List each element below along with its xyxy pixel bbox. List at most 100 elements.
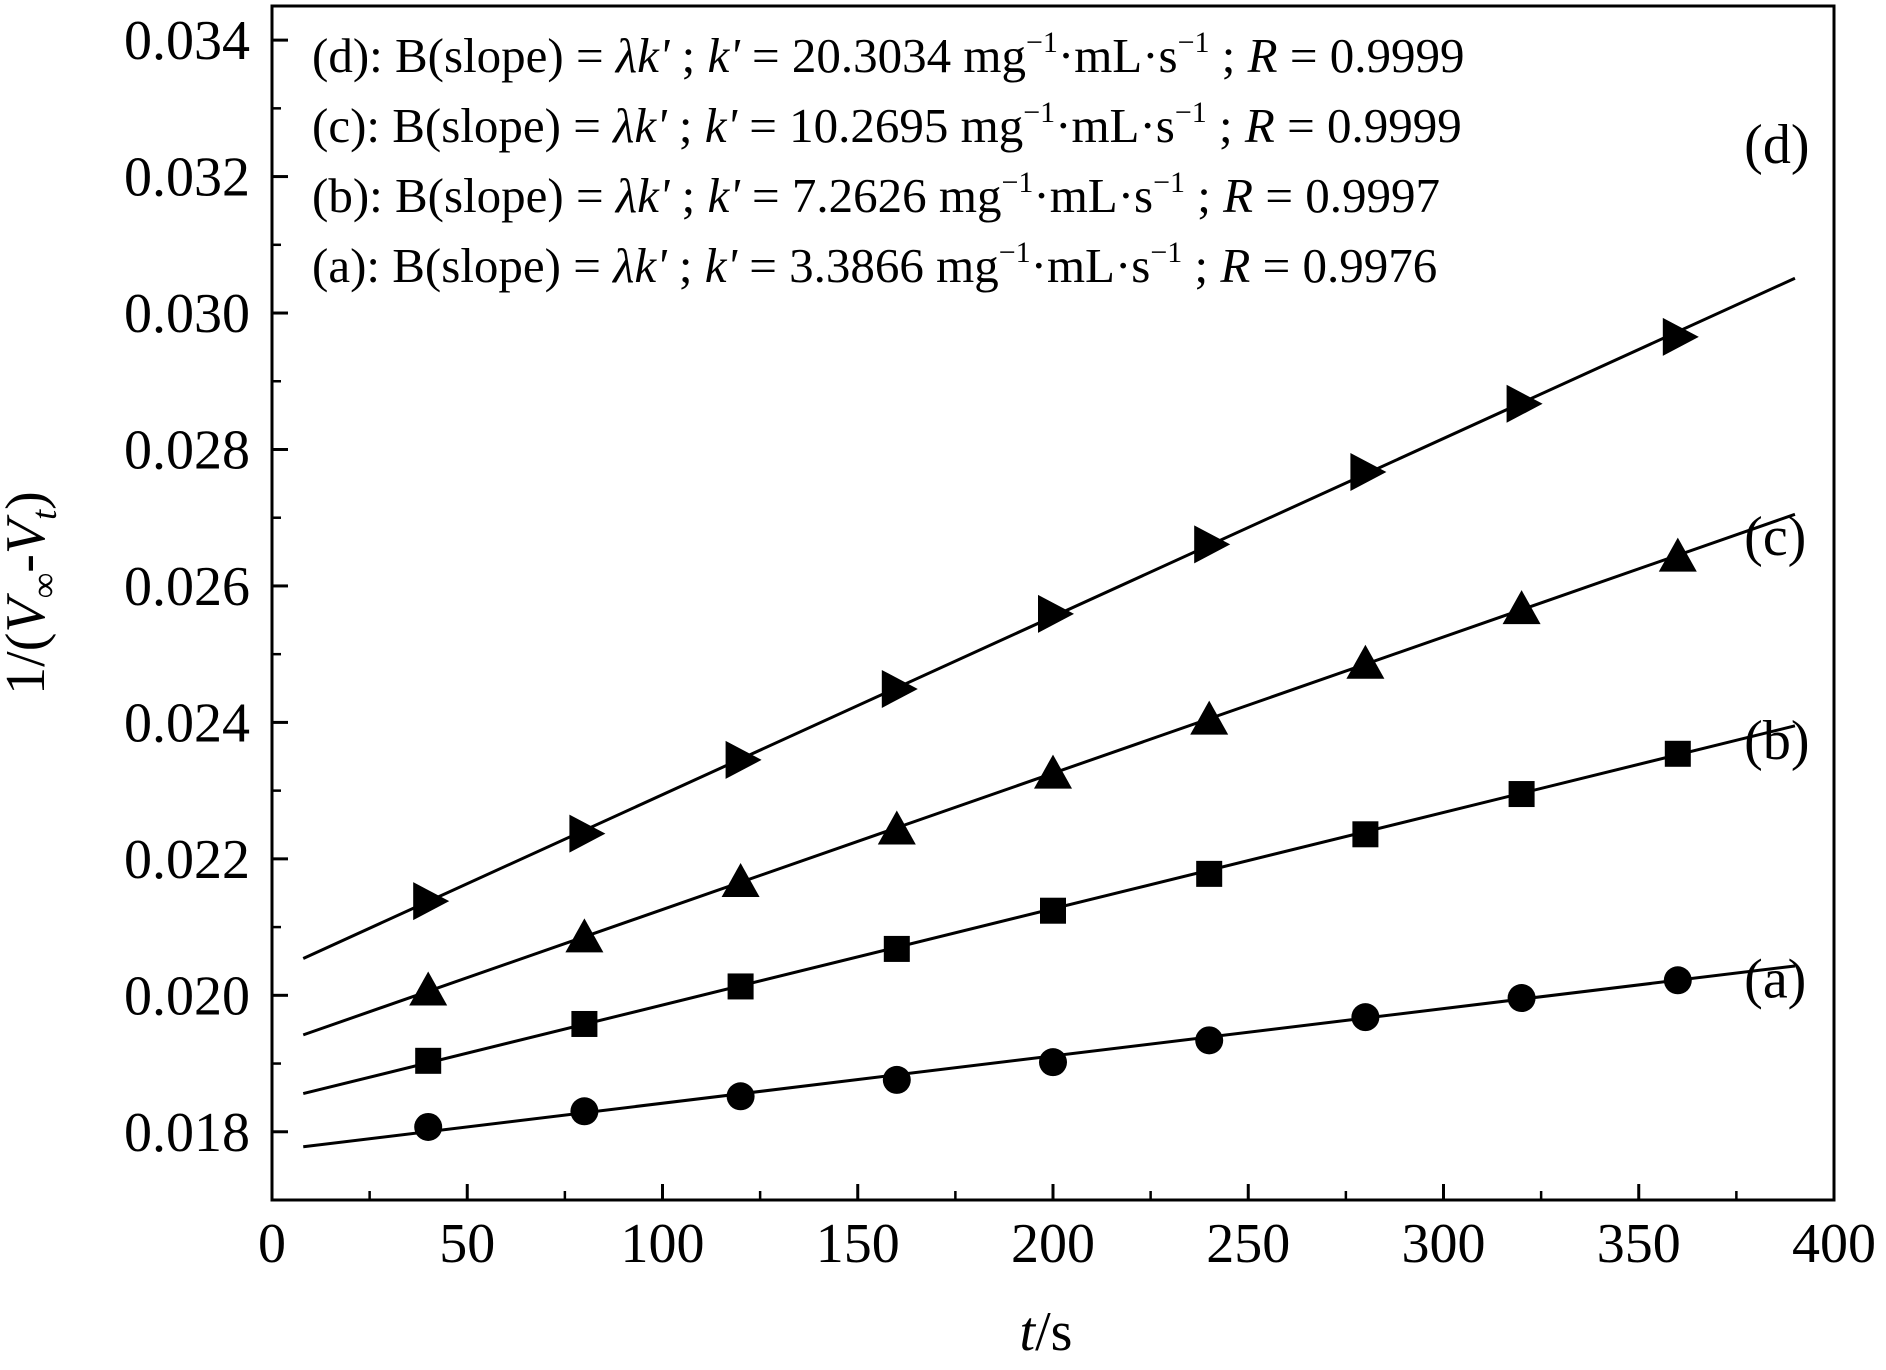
series-labels: (a) (b) (c) (d): [1744, 114, 1809, 1010]
fit-annotation-k: k': [707, 168, 741, 223]
data-point-series-2: [1658, 537, 1697, 572]
fit-annotation: (b): B(slope) = λk' ; k' = 7.2626 mg−1·m…: [312, 166, 1440, 223]
fit-annotation-label: (c): B(slope) =: [312, 98, 613, 153]
data-point-series-1: [571, 1010, 598, 1037]
data-point-series-1: [727, 973, 754, 1000]
fit-annotation-r: R: [1244, 98, 1275, 153]
x-axis-title-var: t: [1020, 1301, 1037, 1363]
fit-annotation-sup2: −1: [1178, 26, 1210, 59]
x-tick-label: 200: [1011, 1213, 1095, 1275]
series-label: (d): [1744, 114, 1809, 176]
fit-annotation-sup1: −1: [999, 236, 1031, 269]
data-point-series-2: [877, 810, 916, 845]
data-point-series-1: [1664, 740, 1691, 767]
fit-annotation-sup2: −1: [1175, 96, 1207, 129]
data-point-series-1: [1040, 897, 1066, 924]
y-axis-title-v1: V: [0, 593, 57, 633]
fit-annotation-kpre: ;: [682, 168, 708, 223]
data-point-series-1: [415, 1047, 442, 1074]
data-point-series-0: [1195, 1026, 1224, 1055]
fit-annotation-sup1: −1: [1001, 166, 1033, 199]
data-point-series-2: [721, 863, 760, 898]
y-axis-title-sub2: t: [24, 509, 64, 520]
y-axis-title-suffix: ): [0, 491, 57, 510]
data-point-series-2: [1502, 590, 1541, 625]
data-point-series-0: [882, 1065, 911, 1094]
data-point-series-2: [1034, 754, 1072, 789]
series-label: (c): [1744, 506, 1806, 568]
fit-annotation-mid: ·mL·s: [1058, 28, 1178, 83]
fit-annotation-mid: ·mL·s: [1055, 98, 1175, 153]
y-axis-title-prefix: 1/(: [0, 633, 57, 695]
x-tick-label: 0: [258, 1213, 286, 1275]
fit-annotation-rval: = 0.9999: [1278, 28, 1465, 83]
fit-annotation-rval: = 0.9976: [1250, 238, 1437, 293]
fit-annotation-sup2: −1: [1153, 166, 1185, 199]
fit-annotation-r: R: [1247, 28, 1278, 83]
fit-annotation-k: k': [705, 238, 739, 293]
fit-annotation-label: (a): B(slope) =: [312, 238, 613, 293]
fit-annotation: (a): B(slope) = λk' ; k' = 3.3866 mg−1·m…: [312, 236, 1437, 293]
fit-lines: [302, 276, 1796, 1149]
fit-annotation-r: R: [1222, 168, 1253, 223]
fit-annotation-kval: = 20.3034 mg: [740, 28, 1026, 83]
data-point-series-3: [725, 740, 762, 779]
fit-annotations: (d): B(slope) = λk' ; k' = 20.3034 mg−1·…: [312, 26, 1465, 293]
x-tick-label: 100: [621, 1213, 705, 1275]
y-tick-label: 0.028: [124, 419, 250, 481]
fit-annotation-sup2: −1: [1150, 236, 1182, 269]
x-axis-title: t/s: [1020, 1301, 1073, 1363]
data-point-series-2: [1190, 700, 1229, 735]
data-point-series-1: [883, 935, 910, 962]
y-tick-label: 0.030: [124, 283, 250, 345]
fit-annotation-kpre: ;: [679, 238, 705, 293]
data-point-series-1: [1352, 821, 1379, 848]
fit-annotation: (c): B(slope) = λk' ; k' = 10.2695 mg−1·…: [312, 96, 1462, 153]
fit-annotation-sup1: −1: [1026, 26, 1058, 59]
y-tick-label: 0.018: [124, 1102, 250, 1164]
data-point-series-0: [1039, 1048, 1067, 1077]
data-point-series-3: [1194, 525, 1231, 564]
y-tick-label: 0.026: [124, 556, 250, 618]
y-tick-label: 0.034: [124, 10, 250, 72]
fit-annotation-rpre: ;: [1182, 238, 1220, 293]
data-point-series-2: [1346, 644, 1385, 679]
fit-annotation-kval: = 3.3866 mg: [737, 238, 999, 293]
data-point-series-0: [726, 1082, 755, 1111]
data-point-series-3: [1662, 317, 1699, 356]
x-tick-label: 400: [1792, 1213, 1876, 1275]
fit-annotation-sup1: −1: [1023, 96, 1055, 129]
fit-annotation-kpre: ;: [679, 98, 705, 153]
fit-annotation-lam: λk': [614, 168, 682, 223]
data-point-series-3: [1038, 594, 1074, 633]
data-markers: [409, 317, 1699, 1141]
data-point-series-0: [1507, 984, 1536, 1013]
fit-annotation-r: R: [1219, 238, 1250, 293]
data-point-series-3: [881, 669, 918, 708]
y-axis-title-sub1: ∞: [24, 573, 64, 599]
fit-annotation-k: k': [707, 28, 741, 83]
y-tick-label: 0.022: [124, 829, 250, 891]
fit-annotation-lam: λk': [611, 98, 679, 153]
fit-annotation-rpre: ;: [1185, 168, 1223, 223]
data-point-series-3: [1350, 453, 1387, 492]
fit-annotation-label: (d): B(slope) =: [312, 28, 616, 83]
y-axis: 0.018 0.020 0.022 0.024 0.026 0.028 0.030 0.032…: [124, 10, 288, 1202]
data-point-series-3: [569, 814, 606, 853]
fit-annotation-rval: = 0.9997: [1253, 168, 1440, 223]
x-tick-label: 50: [439, 1213, 495, 1275]
fit-annotation-rval: = 0.9999: [1275, 98, 1462, 153]
data-point-series-0: [1351, 1003, 1380, 1032]
fit-annotation-kval: = 7.2626 mg: [740, 168, 1002, 223]
data-point-series-1: [1508, 781, 1535, 808]
y-tick-label: 0.020: [124, 965, 250, 1027]
data-point-series-0: [570, 1097, 599, 1126]
x-tick-label: 300: [1402, 1213, 1486, 1275]
data-point-series-0: [1663, 966, 1692, 995]
y-axis-title-v2: V: [0, 514, 57, 554]
y-tick-label: 0.024: [124, 692, 250, 754]
fit-annotation-mid: ·mL·s: [1033, 168, 1153, 223]
fit-annotation-label: (b): B(slope) =: [312, 168, 616, 223]
